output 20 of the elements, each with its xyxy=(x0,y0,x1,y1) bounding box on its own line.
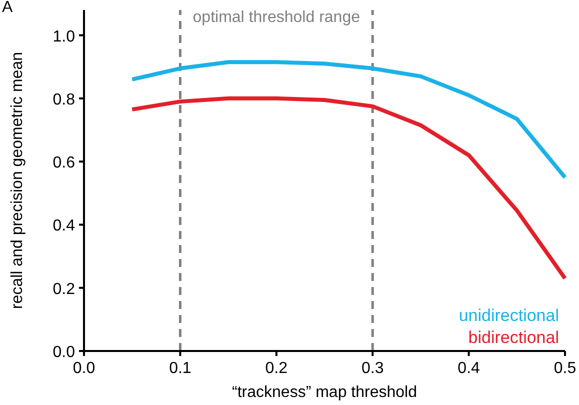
x-tick-label: 0.2 xyxy=(265,360,288,377)
text: A xyxy=(2,0,13,16)
y-tick-label: 0.8 xyxy=(52,91,76,108)
y-tick-label: 0.6 xyxy=(52,154,76,172)
text: unidirectional xyxy=(458,306,559,325)
x-tick-label: 0.0 xyxy=(72,360,96,377)
annotation: optimal threshold range xyxy=(192,9,360,26)
x-tick-label: 0.3 xyxy=(361,360,384,377)
y-tick-label: 1.0 xyxy=(52,28,76,46)
x-tick-label: 0.4 xyxy=(458,360,480,377)
line-series xyxy=(130,60,567,180)
x-tick-label: 0.5 xyxy=(554,360,576,377)
y-tick-label: 0.4 xyxy=(52,218,76,235)
x-tick-label: 0.1 xyxy=(169,360,192,377)
y-tick-label: 0.2 xyxy=(52,280,76,298)
y-axis-title: recall and precision geometric mean xyxy=(9,52,26,310)
line-series xyxy=(130,96,567,280)
x-axis-title: “trackness” map threshold xyxy=(232,384,417,401)
y-tick-label: 0.0 xyxy=(52,344,76,361)
text: bidirectional xyxy=(468,328,559,347)
